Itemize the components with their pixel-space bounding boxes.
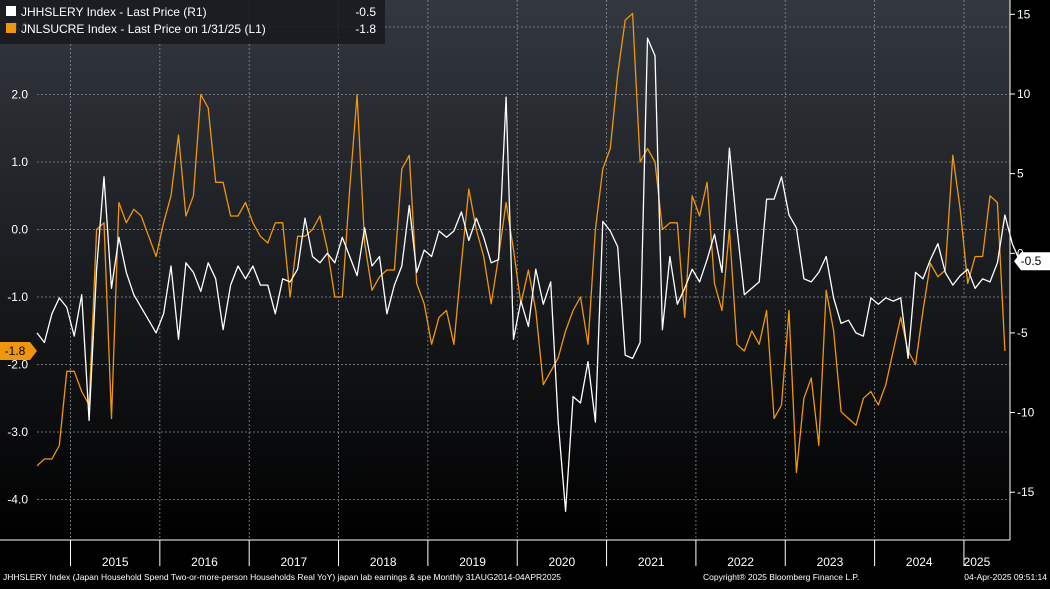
x-axis-year-label: 2019 [459, 555, 486, 569]
right-last-value-tag [1014, 252, 1050, 271]
left-axis-tick-label: -2.0 [7, 358, 28, 372]
right-axis-tick-label: -15 [1017, 485, 1035, 499]
left-axis-tick-label: -3.0 [7, 425, 28, 439]
legend-entry-value: -1.8 [355, 22, 376, 36]
grid [37, 0, 1010, 540]
x-axis-year-label: 2021 [638, 555, 665, 569]
left-last-value-tag [0, 342, 37, 360]
x-axis-year-label: 2023 [817, 555, 844, 569]
legend: JHHSLERY Index - Last Price (R1) -0.5 JNLS… [0, 0, 385, 44]
footer-source-text: JHHSLERY Index (Japan Household Spend Tw… [3, 572, 561, 582]
plot-area [0, 0, 1010, 540]
axes: 3.02.01.00.0-1.0-2.0-3.0-4.0151050-5-10-… [0, 0, 1035, 569]
x-axis-year-label: 2018 [370, 555, 397, 569]
x-axis-year-label: 2022 [727, 555, 754, 569]
left-last-value-label: -1.8 [5, 344, 26, 358]
x-axis-year-label: 2025 [964, 555, 991, 569]
footer-copyright-text: Copyright® 2025 Bloomberg Finance L.P. [703, 572, 859, 582]
x-axis-year-label: 2017 [281, 555, 308, 569]
series-line-jhhslery [36, 37, 1021, 512]
right-last-value-label: -0.5 [1021, 254, 1042, 268]
x-axis-year-label: 2024 [906, 555, 933, 569]
right-axis-tick-label: 15 [1017, 7, 1031, 21]
footer-timestamp-text: 04-Apr-2025 09:51:14 [964, 572, 1047, 582]
right-axis-tick-label: -10 [1017, 406, 1035, 420]
legend-entry-label: JNLSUCRE Index - Last Price on 1/31/25 (… [21, 22, 266, 36]
x-axis-year-label: 2016 [191, 555, 218, 569]
x-axis-year-label: 2020 [549, 555, 576, 569]
left-axis-tick-label: -1.0 [7, 290, 28, 304]
left-axis-tick-label: 1.0 [11, 155, 28, 169]
legend-entry-value: -0.5 [355, 5, 376, 19]
footer: JHHSLERY Index (Japan Household Spend Tw… [3, 572, 1047, 582]
x-axis-year-label: 2015 [102, 555, 129, 569]
left-axis-tick-label: -4.0 [7, 493, 28, 507]
last-value-tags: -1.8 -0.5 [0, 252, 1050, 360]
right-axis-tick-label: -5 [1017, 326, 1028, 340]
left-axis-tick-label: 0.0 [11, 223, 28, 237]
legend-entry-label: JHHSLERY Index - Last Price (R1) [21, 5, 207, 19]
legend-box [0, 0, 385, 44]
legend-swatch [6, 6, 16, 16]
left-axis-tick-label: 2.0 [11, 88, 28, 102]
series-lines [36, 12, 1021, 512]
right-axis-tick-label: 5 [1017, 167, 1024, 181]
right-axis-tick-label: 10 [1017, 87, 1031, 101]
legend-swatch [6, 23, 16, 33]
